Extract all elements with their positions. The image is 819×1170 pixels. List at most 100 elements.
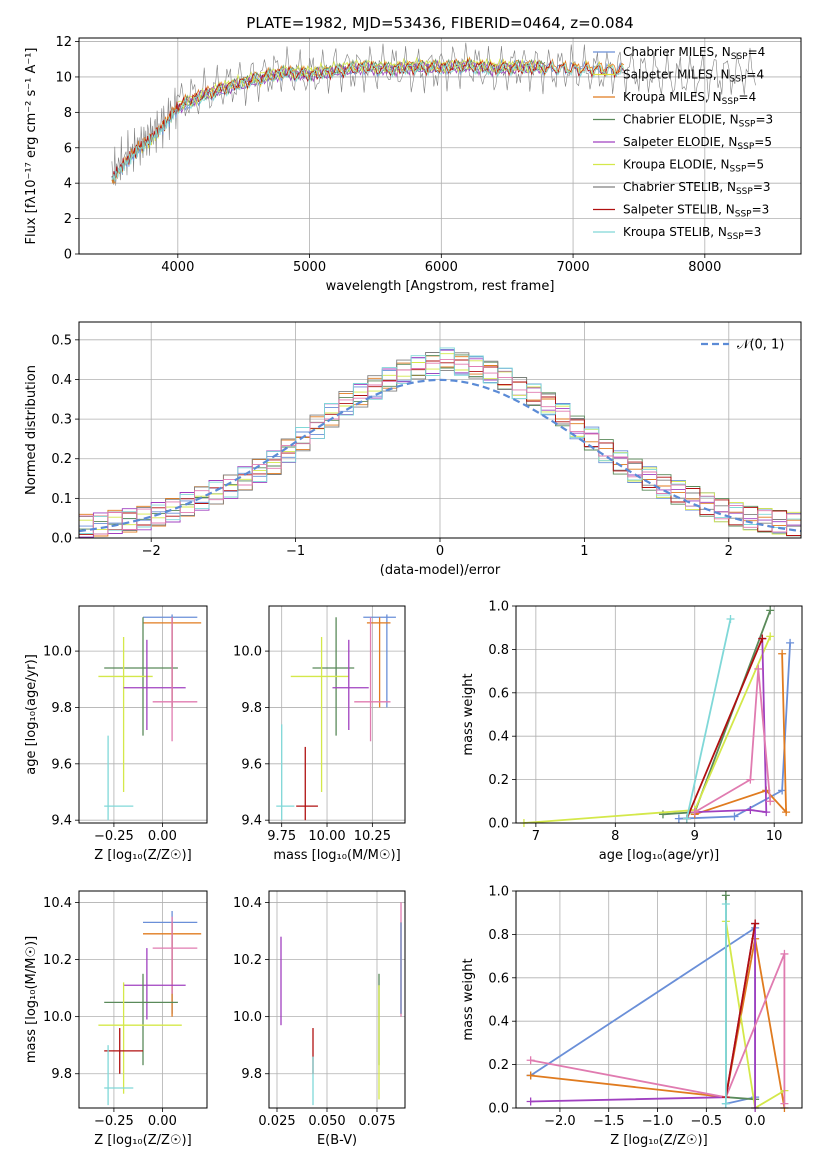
weight-marker-7-0 bbox=[682, 814, 691, 823]
weight-line-6 bbox=[725, 923, 756, 1098]
weight-line-0 bbox=[530, 926, 756, 1105]
x-tick-label: 6000 bbox=[425, 260, 458, 275]
x-tick-label: 7000 bbox=[557, 260, 590, 275]
y-tick-label: 0.8 bbox=[488, 928, 509, 943]
x-tick-label: 10.00 bbox=[308, 829, 345, 844]
y-tick-label: 8 bbox=[64, 106, 72, 121]
x-axis-label: Z [log₁₀(Z/Z☉)] bbox=[610, 1133, 707, 1148]
series-line-7 bbox=[111, 57, 625, 181]
x-tick-label: 0.075 bbox=[358, 1114, 395, 1129]
y-tick-label: 0.4 bbox=[488, 1015, 509, 1030]
x-tick-label: −1.5 bbox=[593, 1114, 625, 1129]
weight-marker-0-1 bbox=[730, 812, 739, 821]
weight-line-5 bbox=[694, 668, 772, 813]
y-tick-label: 10.0 bbox=[43, 645, 72, 660]
x-tick-label: 9.75 bbox=[267, 829, 296, 844]
x-tick-label: 9 bbox=[691, 829, 699, 844]
x-tick-label: 7 bbox=[532, 829, 540, 844]
y-tick-label: 9.4 bbox=[51, 814, 72, 829]
weight-line-0 bbox=[678, 642, 791, 820]
x-tick-label: 0.050 bbox=[308, 1114, 345, 1129]
normal-curve bbox=[79, 378, 801, 533]
mass_vs_ebv-panel: 0.025 0.050 0.075 9.8 10.0 10.2 10.4 E(B-V) bbox=[233, 890, 406, 1148]
axes-frame bbox=[78, 321, 802, 539]
weight-line-5 bbox=[530, 953, 786, 1104]
weight-marker-4-1 bbox=[746, 805, 755, 814]
axes-frame bbox=[268, 605, 406, 824]
weight-marker-7-0 bbox=[721, 1099, 730, 1108]
weight-marker-4-0 bbox=[526, 1097, 535, 1106]
legend-label-8: Kroupa STELIB, NSSP=3 bbox=[623, 225, 761, 242]
weight-line-7 bbox=[685, 618, 732, 819]
x-tick-label: 1 bbox=[580, 544, 588, 559]
y-tick-label: 0.0 bbox=[488, 1102, 509, 1117]
series-line-0 bbox=[111, 57, 625, 183]
weight-line-3 bbox=[523, 636, 772, 823]
axes-frame bbox=[78, 37, 802, 255]
x-axis-label: E(B-V) bbox=[317, 1133, 357, 1148]
weight-marker-5-0 bbox=[690, 808, 699, 817]
y-tick-label: 10.2 bbox=[43, 953, 72, 968]
y-tick-label: 9.8 bbox=[51, 1067, 72, 1082]
y-tick-label: 0.4 bbox=[488, 730, 509, 745]
legend-label-2: Kroupa MILES, NSSP=4 bbox=[623, 90, 756, 107]
y-tick-label: 0.3 bbox=[51, 413, 72, 428]
weight-marker-5-2 bbox=[780, 949, 789, 958]
y-tick-label: 0.2 bbox=[488, 1058, 509, 1073]
legend-label-5: Kroupa ELODIE, NSSP=5 bbox=[623, 158, 764, 175]
y-tick-label: 0 bbox=[64, 248, 72, 263]
x-tick-label: 5000 bbox=[293, 260, 326, 275]
series-line-8 bbox=[111, 58, 625, 182]
mass_vs_z-panel: −0.25 0.00 9.8 10.0 10.2 10.4 Z [log₁₀(Z/Z☉)] m… bbox=[24, 890, 208, 1148]
axes-frame bbox=[515, 890, 803, 1109]
weight-marker-5-0 bbox=[526, 1056, 535, 1065]
legend-label-3: Chabrier ELODIE, NSSP=3 bbox=[623, 113, 773, 130]
weight-marker-2-0 bbox=[721, 891, 730, 900]
x-axis-label: wavelength [Angstrom, rest frame] bbox=[326, 279, 555, 294]
legend-label-6: Chabrier STELIB, NSSP=3 bbox=[623, 180, 771, 197]
weight-marker-4-2 bbox=[762, 808, 771, 817]
x-tick-label: −2.0 bbox=[544, 1114, 576, 1129]
x-tick-label: 0.0 bbox=[745, 1114, 766, 1129]
x-tick-label: 8 bbox=[611, 829, 619, 844]
x-axis-label: Z [log₁₀(Z/Z☉)] bbox=[94, 848, 191, 863]
weight-marker-2-2 bbox=[766, 606, 775, 615]
y-axis-label: age [log₁₀(age/yr)] bbox=[24, 654, 39, 775]
y-tick-label: 1.0 bbox=[488, 885, 509, 900]
weight-marker-6-1 bbox=[758, 634, 767, 643]
figure-title: PLATE=1982, MJD=53436, FIBERID=0464, z=0… bbox=[246, 14, 633, 32]
legend-label-7: Salpeter STELIB, NSSP=3 bbox=[623, 203, 769, 220]
x-tick-label: −2 bbox=[142, 544, 161, 559]
weight-marker-0-3 bbox=[786, 638, 795, 647]
weight-line-6 bbox=[685, 638, 764, 820]
y-tick-label: 4 bbox=[64, 177, 72, 192]
y-axis-label: mass weight bbox=[461, 673, 476, 755]
y-tick-label: 10.4 bbox=[43, 896, 72, 911]
y-tick-label: 6 bbox=[64, 141, 72, 156]
weight-line-4 bbox=[694, 638, 768, 814]
legend-label-4: Salpeter ELODIE, NSSP=5 bbox=[623, 135, 772, 152]
x-tick-label: 4000 bbox=[161, 260, 194, 275]
y-tick-label: 0.5 bbox=[51, 333, 72, 348]
y-tick-label: 12 bbox=[55, 35, 72, 50]
weight-line-1 bbox=[694, 653, 788, 816]
y-tick-label: 10 bbox=[55, 70, 72, 85]
y-axis-label: Normed distribution bbox=[24, 365, 39, 495]
age_vs_z-panel: −0.25 0.00 9.4 9.6 9.8 10.0 Z [log₁₀(Z/Z☉)] age… bbox=[24, 605, 208, 863]
y-axis-label: mass weight bbox=[461, 958, 476, 1040]
x-tick-label: 0.00 bbox=[148, 1114, 177, 1129]
x-tick-label: 0.025 bbox=[258, 1114, 295, 1129]
y-tick-label: 9.6 bbox=[241, 757, 262, 772]
x-tick-label: −0.25 bbox=[94, 829, 134, 844]
y-tick-label: 0.4 bbox=[51, 373, 72, 388]
legend-label-0: Chabrier MILES, NSSP=4 bbox=[623, 45, 765, 62]
weight-marker-5-2 bbox=[754, 664, 763, 673]
x-tick-label: 10.25 bbox=[354, 829, 391, 844]
axes-frame bbox=[78, 605, 208, 824]
weight-line-4 bbox=[530, 923, 756, 1108]
y-tick-label: 9.6 bbox=[51, 757, 72, 772]
weight-marker-6-1 bbox=[751, 919, 760, 928]
y-tick-label: 0.6 bbox=[488, 971, 509, 986]
x-tick-label: −1.0 bbox=[642, 1114, 674, 1129]
